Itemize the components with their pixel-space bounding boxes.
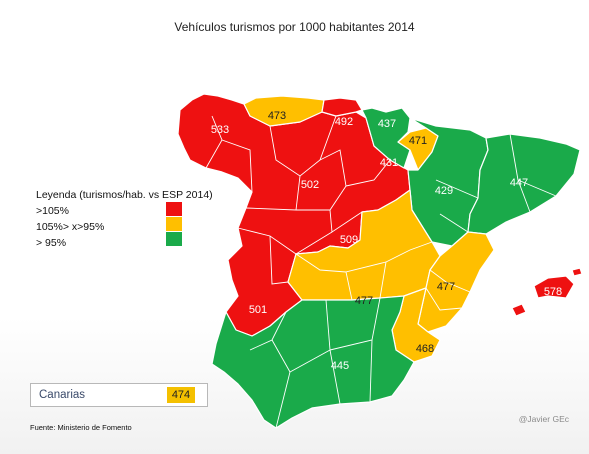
region-value-label: 477 bbox=[437, 281, 455, 293]
region-green-catalonia bbox=[467, 133, 581, 235]
region-value-label: 468 bbox=[416, 343, 434, 355]
region-value-label: 477 bbox=[355, 295, 373, 307]
region-value-label: 471 bbox=[409, 135, 427, 147]
region-value-label: 429 bbox=[435, 185, 453, 197]
region-value-label: 578 bbox=[544, 286, 562, 298]
region-value-label: 492 bbox=[335, 116, 353, 128]
legend-swatch-orange bbox=[166, 217, 182, 231]
region-value-label: 533 bbox=[211, 124, 229, 136]
legend-item-orange-label: 105%> x>95% bbox=[36, 221, 105, 233]
region-red-baleares bbox=[533, 275, 575, 299]
map-title: Vehículos turismos por 1000 habitantes 2… bbox=[174, 20, 415, 34]
region-value-label: 501 bbox=[249, 304, 267, 316]
region-red-cantabria bbox=[321, 97, 363, 117]
legend-item-red-label: >105% bbox=[36, 205, 69, 217]
region-red-menorca bbox=[571, 267, 583, 277]
region-green-andalusia bbox=[211, 295, 415, 429]
region-value-label: 445 bbox=[331, 360, 349, 372]
region-red-ibiza bbox=[511, 303, 527, 317]
region-value-label: 473 bbox=[268, 110, 286, 122]
canarias-box: Canarias 474 bbox=[30, 383, 208, 407]
region-value-label: 447 bbox=[510, 177, 528, 189]
source-note: Fuente: Ministerio de Fomento bbox=[30, 423, 132, 432]
region-value-label: 431 bbox=[380, 157, 398, 169]
region-value-label: 509 bbox=[340, 234, 358, 246]
legend-title: Leyenda (turismos/hab. vs ESP 2014) bbox=[36, 189, 213, 201]
legend-swatch-green bbox=[166, 232, 182, 246]
legend-item-green-label: > 95% bbox=[36, 237, 67, 249]
region-orange-valencia bbox=[417, 231, 495, 333]
region-value-label: 437 bbox=[378, 118, 396, 130]
legend: Leyenda (turismos/hab. vs ESP 2014) >105… bbox=[36, 187, 213, 251]
canarias-value: 474 bbox=[167, 387, 195, 403]
canarias-label: Canarias bbox=[39, 389, 86, 401]
region-value-label: 502 bbox=[301, 179, 319, 191]
watermark: @Javier GEc bbox=[518, 414, 569, 424]
legend-swatch-red bbox=[166, 202, 182, 216]
